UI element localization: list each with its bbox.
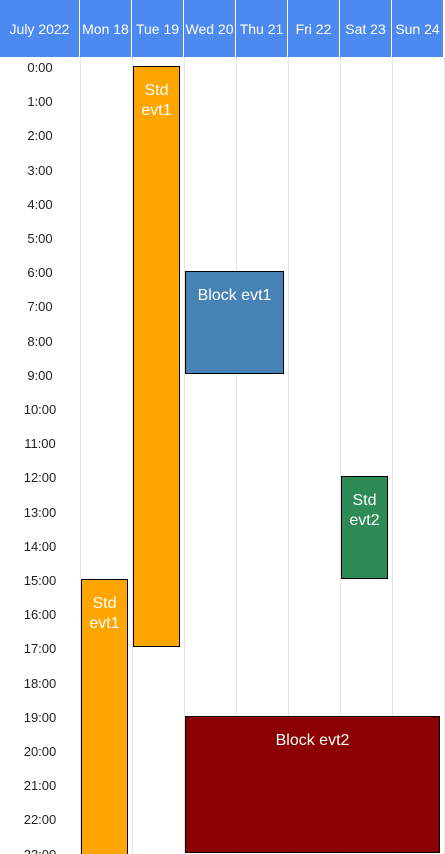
- hour-label: 21:00: [0, 778, 80, 794]
- hour-label: 9:00: [0, 368, 80, 384]
- day-header-4[interactable]: Fri 22: [288, 0, 340, 57]
- hour-label: 4:00: [0, 197, 80, 213]
- day-header-5[interactable]: Sat 23: [340, 0, 392, 57]
- day-header-6[interactable]: Sun 24: [392, 0, 444, 57]
- hour-label: 6:00: [0, 265, 80, 281]
- hour-label: 10:00: [0, 402, 80, 418]
- event-label: Block evt2: [186, 731, 439, 751]
- month-label[interactable]: July 2022: [0, 0, 80, 57]
- hour-label: 8:00: [0, 334, 80, 350]
- event-3[interactable]: Std evt1: [81, 579, 128, 854]
- event-label: Std evt2: [342, 491, 387, 531]
- hour-label: 19:00: [0, 710, 80, 726]
- day-header-0[interactable]: Mon 18: [80, 0, 132, 57]
- hour-label: 13:00: [0, 505, 80, 521]
- event-label: Std evt1: [82, 594, 127, 634]
- hour-label: 1:00: [0, 94, 80, 110]
- hour-label: 20:00: [0, 744, 80, 760]
- day-header-2[interactable]: Wed 20: [184, 0, 236, 57]
- hour-label: 15:00: [0, 573, 80, 589]
- event-label: Block evt1: [186, 286, 283, 306]
- event-2[interactable]: Std evt2: [341, 476, 388, 579]
- hour-label: 5:00: [0, 231, 80, 247]
- hour-label: 23:00: [0, 847, 80, 854]
- week-grid[interactable]: 0:00 1:00 2:00 3:00 4:00 5:00 6:00 7:00 8:00 9:00…: [0, 57, 445, 854]
- hour-label: 11:00: [0, 436, 80, 452]
- hour-label: 12:00: [0, 470, 80, 486]
- hour-label: 16:00: [0, 607, 80, 623]
- event-0[interactable]: Std evt1: [133, 66, 180, 647]
- hour-label: 3:00: [0, 163, 80, 179]
- event-1[interactable]: Block evt1: [185, 271, 284, 374]
- hour-label: 0:00: [0, 60, 80, 76]
- day-header-1[interactable]: Tue 19: [132, 0, 184, 57]
- hour-label: 7:00: [0, 299, 80, 315]
- calendar-header: July 2022 Mon 18 Tue 19 Wed 20 Thu 21 Fri 22…: [0, 0, 445, 57]
- event-4[interactable]: Block evt2: [185, 716, 440, 853]
- hour-label: 18:00: [0, 676, 80, 692]
- hour-label: 22:00: [0, 812, 80, 828]
- day-header-3[interactable]: Thu 21: [236, 0, 288, 57]
- hour-label: 17:00: [0, 641, 80, 657]
- hour-label: 14:00: [0, 539, 80, 555]
- event-label: Std evt1: [134, 81, 179, 121]
- hour-label: 2:00: [0, 128, 80, 144]
